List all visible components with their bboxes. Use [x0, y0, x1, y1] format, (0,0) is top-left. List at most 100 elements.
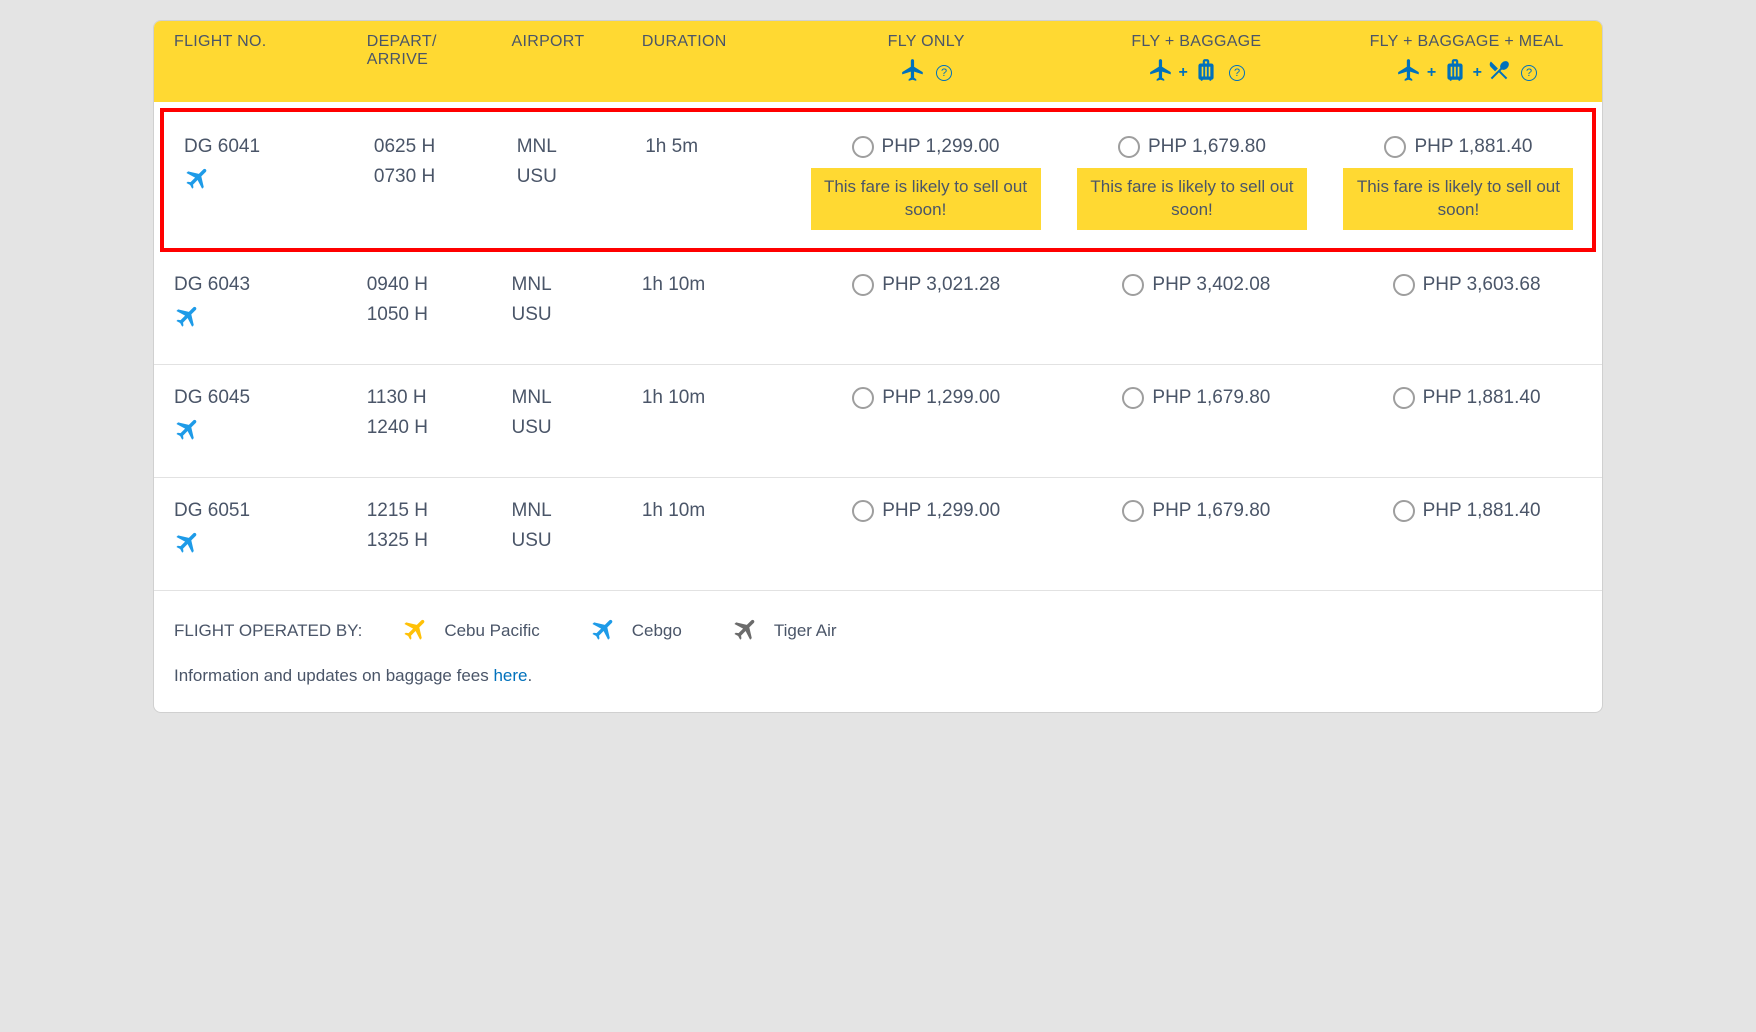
flight-row: DG 60511215 H1325 HMNLUSU1h 10mPHP 1,299… [154, 478, 1602, 591]
fare-price: PHP 1,679.80 [1152, 387, 1270, 409]
depart-time: 0940 H [367, 274, 492, 296]
fare-option-fly-baggage[interactable]: PHP 3,402.08 [1122, 274, 1270, 296]
fare-price: PHP 1,881.40 [1423, 387, 1541, 409]
carrier-legend: FLIGHT OPERATED BY: Cebu Pacific Cebgo Tig… [174, 615, 1582, 648]
flight-row: DG 6041 0625 H 0730 H MNL USU 1h 5m PHP 1,299.… [160, 108, 1596, 252]
depart-time: 0625 H [374, 136, 497, 158]
flight-number: DG 6051 [174, 500, 347, 522]
legend-item-cebgo: Cebgo [590, 615, 682, 648]
flight-duration: 1h 10m [642, 387, 705, 408]
arrive-time: 0730 H [374, 166, 497, 188]
meal-icon [1487, 58, 1511, 87]
radio-icon [852, 387, 874, 409]
radio-icon [1384, 136, 1406, 158]
carrier-name: Cebgo [632, 621, 682, 641]
depart-time: 1130 H [367, 387, 492, 409]
fare-price: PHP 1,881.40 [1414, 136, 1532, 158]
sellout-badge: This fare is likely to sell out soon! [811, 168, 1041, 230]
fare-price: PHP 1,679.80 [1152, 500, 1270, 522]
carrier-plane-icon [732, 615, 760, 648]
flight-duration: 1h 5m [645, 136, 698, 157]
carrier-plane-icon [174, 302, 347, 336]
radio-icon [1122, 274, 1144, 296]
fare-option-fly-only[interactable]: PHP 1,299.00 [852, 387, 1000, 409]
fare-option-fly-baggage[interactable]: PHP 1,679.80 [1122, 387, 1270, 409]
fare-price: PHP 1,881.40 [1423, 500, 1541, 522]
airplane-icon [900, 57, 926, 88]
radio-icon [1393, 500, 1415, 522]
flight-row: DG 60430940 H1050 HMNLUSU1h 10mPHP 3,021… [154, 252, 1602, 365]
header-duration: DURATION [632, 33, 791, 88]
fare-price: PHP 1,299.00 [882, 136, 1000, 158]
header-fly-baggage: FLY + BAGGAGE + ? [1061, 33, 1331, 88]
fare-price: PHP 3,603.68 [1423, 274, 1541, 296]
fare-option-fly-baggage[interactable]: PHP 1,679.80 [1122, 500, 1270, 522]
fare-option-fly-baggage-meal[interactable]: PHP 1,881.40 [1384, 136, 1532, 158]
carrier-name: Tiger Air [774, 621, 837, 641]
origin-airport: MNL [512, 387, 622, 409]
help-icon[interactable]: ? [1521, 65, 1537, 81]
destination-airport: USU [512, 417, 622, 439]
carrier-plane-icon [174, 528, 347, 562]
baggage-fees-link[interactable]: here [493, 666, 527, 685]
legend-item-tiger: Tiger Air [732, 615, 837, 648]
plus-icon: + [1179, 64, 1189, 82]
flight-number: DG 6041 [184, 136, 354, 158]
carrier-plane-icon [402, 615, 430, 648]
help-icon[interactable]: ? [936, 65, 952, 81]
baggage-icon [1442, 57, 1468, 88]
baggage-icon [1193, 57, 1219, 88]
fare-option-fly-only[interactable]: PHP 3,021.28 [852, 274, 1000, 296]
origin-airport: MNL [517, 136, 626, 158]
plus-icon: + [1427, 64, 1437, 82]
carrier-name: Cebu Pacific [444, 621, 539, 641]
sellout-badge: This fare is likely to sell out soon! [1343, 168, 1573, 230]
origin-airport: MNL [512, 500, 622, 522]
fare-option-fly-baggage-meal[interactable]: PHP 3,603.68 [1393, 274, 1541, 296]
origin-airport: MNL [512, 274, 622, 296]
fare-price: PHP 1,299.00 [882, 500, 1000, 522]
carrier-plane-icon [590, 615, 618, 648]
legend-item-cebu: Cebu Pacific [402, 615, 539, 648]
fare-option-fly-baggage-meal[interactable]: PHP 1,881.40 [1393, 387, 1541, 409]
arrive-time: 1050 H [367, 304, 492, 326]
table-footer: FLIGHT OPERATED BY: Cebu Pacific Cebgo Tig… [154, 591, 1602, 712]
radio-icon [1122, 500, 1144, 522]
radio-icon [1393, 274, 1415, 296]
radio-icon [1393, 387, 1415, 409]
header-fly-baggage-meal: FLY + BAGGAGE + MEAL + + ? [1331, 33, 1601, 88]
header-airport: AIRPORT [502, 33, 632, 88]
flight-results-table: FLIGHT NO. DEPART/ ARRIVE AIRPORT DURATI… [153, 20, 1603, 713]
fare-price: PHP 3,402.08 [1152, 274, 1270, 296]
fare-option-fly-only[interactable]: PHP 1,299.00 [852, 136, 1000, 158]
help-icon[interactable]: ? [1229, 65, 1245, 81]
header-depart-arrive: DEPART/ ARRIVE [357, 33, 502, 88]
radio-icon [1118, 136, 1140, 158]
fare-price: PHP 3,021.28 [882, 274, 1000, 296]
radio-icon [852, 274, 874, 296]
fare-option-fly-baggage[interactable]: PHP 1,679.80 [1118, 136, 1266, 158]
sellout-badge: This fare is likely to sell out soon! [1077, 168, 1307, 230]
depart-time: 1215 H [367, 500, 492, 522]
operated-by-label: FLIGHT OPERATED BY: [174, 621, 362, 641]
fare-price: PHP 1,679.80 [1148, 136, 1266, 158]
fare-option-fly-only[interactable]: PHP 1,299.00 [852, 500, 1000, 522]
header-fly-only: FLY ONLY ? [791, 33, 1061, 88]
carrier-plane-icon [184, 164, 354, 198]
baggage-info-text: Information and updates on baggage fees … [174, 666, 1582, 686]
destination-airport: USU [517, 166, 626, 188]
flight-rows-container: DG 6041 0625 H 0730 H MNL USU 1h 5m PHP 1,299.… [154, 108, 1602, 591]
fare-price: PHP 1,299.00 [882, 387, 1000, 409]
destination-airport: USU [512, 304, 622, 326]
radio-icon [852, 136, 874, 158]
header-flight-no: FLIGHT NO. [154, 33, 357, 88]
airplane-icon [1148, 57, 1174, 88]
flight-duration: 1h 10m [642, 500, 705, 521]
airplane-icon [1396, 57, 1422, 88]
fare-option-fly-baggage-meal[interactable]: PHP 1,881.40 [1393, 500, 1541, 522]
arrive-time: 1240 H [367, 417, 492, 439]
flight-row: DG 60451130 H1240 HMNLUSU1h 10mPHP 1,299… [154, 365, 1602, 478]
table-header-row: FLIGHT NO. DEPART/ ARRIVE AIRPORT DURATI… [154, 21, 1602, 102]
destination-airport: USU [512, 530, 622, 552]
flight-duration: 1h 10m [642, 274, 705, 295]
